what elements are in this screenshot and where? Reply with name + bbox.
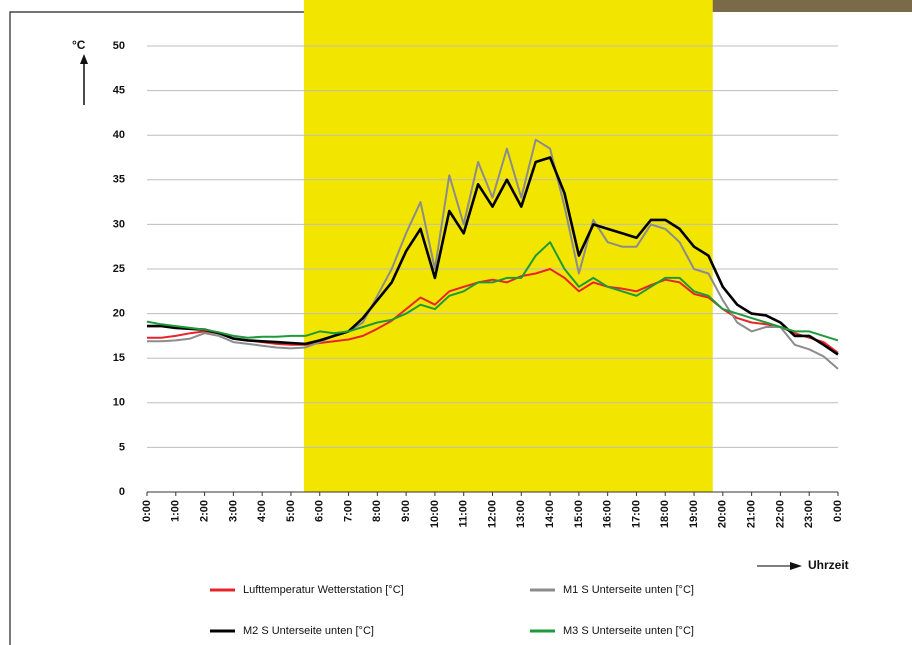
x-tick-label: 21:00 xyxy=(746,500,758,528)
y-tick-label: 30 xyxy=(113,218,125,230)
x-tick-label: 10:00 xyxy=(429,500,441,528)
x-tick-label: 18:00 xyxy=(659,500,671,528)
x-tick-label: 2:00 xyxy=(198,500,210,522)
x-tick-label: 1:00 xyxy=(170,500,182,522)
x-tick-label: 15:00 xyxy=(573,500,585,528)
y-tick-label: 50 xyxy=(113,40,125,52)
legend-label: Lufttemperatur Wetterstation [°C] xyxy=(243,584,404,596)
legend-label: M2 S Unterseite unten [°C] xyxy=(243,625,374,637)
x-tick-label: 3:00 xyxy=(227,500,239,522)
y-tick-label: 20 xyxy=(113,308,125,320)
y-tick-label: 15 xyxy=(113,352,125,364)
legend-label: M1 S Unterseite unten [°C] xyxy=(563,584,694,596)
x-tick-label: 11:00 xyxy=(458,500,470,528)
x-tick-label: 0:00 xyxy=(832,500,844,522)
chart: 0 5 10 15 20 25 30 35 40 45 50 0:00 1:00 2:00 3:00 4:00… xyxy=(0,0,912,645)
x-tick-label: 14:00 xyxy=(544,500,556,528)
x-tick-label: 5:00 xyxy=(285,500,297,522)
x-tick-label: 0:00 xyxy=(141,500,153,522)
x-tick-label: 8:00 xyxy=(371,500,383,522)
x-tick-label: 19:00 xyxy=(688,500,700,528)
y-tick-label: 45 xyxy=(113,85,125,97)
y-axis-label: °C xyxy=(72,38,86,52)
x-axis-label: Uhrzeit xyxy=(808,558,849,572)
x-tick-label: 20:00 xyxy=(717,500,729,528)
y-arrow-head xyxy=(80,54,88,64)
x-tick-label: 7:00 xyxy=(342,500,354,522)
x-tick-label: 9:00 xyxy=(400,500,412,522)
x-tick-label: 22:00 xyxy=(774,500,786,528)
x-arrow-head xyxy=(790,562,802,570)
x-tick-label: 12:00 xyxy=(486,500,498,528)
x-tick-label: 17:00 xyxy=(630,500,642,528)
x-tick-label: 6:00 xyxy=(314,500,326,522)
y-tick-label: 0 xyxy=(119,486,125,498)
y-tick-label: 5 xyxy=(119,441,125,453)
x-tick-label: 16:00 xyxy=(602,500,614,528)
x-tick-label: 4:00 xyxy=(256,500,268,522)
y-tick-label: 40 xyxy=(113,129,125,141)
x-tick-label: 13:00 xyxy=(515,500,527,528)
y-tick-label: 10 xyxy=(113,397,125,409)
legend-label: M3 S Unterseite unten [°C] xyxy=(563,625,694,637)
plot-area: 0 5 10 15 20 25 30 35 40 45 50 0:00 1:00 2:00 3:00 4:00… xyxy=(113,0,844,528)
shaded-band xyxy=(304,0,713,492)
y-tick-label: 25 xyxy=(113,263,125,275)
y-tick-label: 35 xyxy=(113,174,125,186)
x-tick-label: 23:00 xyxy=(803,500,815,528)
